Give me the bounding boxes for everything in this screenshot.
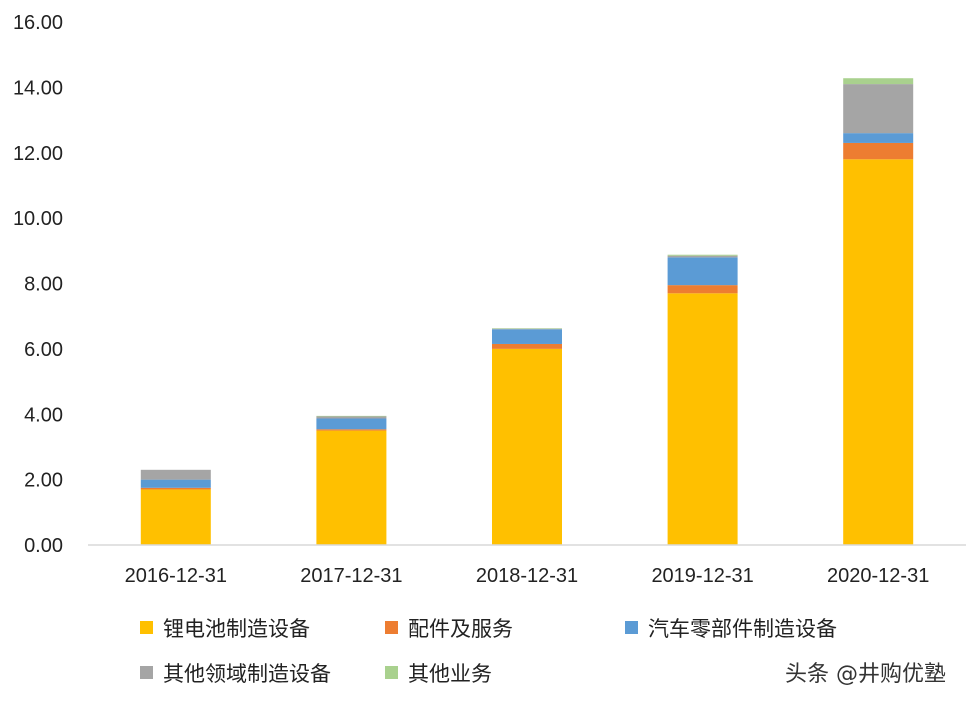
bar-segment-1-1 bbox=[316, 429, 387, 431]
bar-segment-2-0 bbox=[140, 479, 211, 488]
bar-segment-3-1 bbox=[316, 416, 387, 419]
legend-label: 汽车零部件制造设备 bbox=[648, 617, 837, 641]
bar-segment-1-3 bbox=[667, 285, 738, 294]
bar-segment-3-4 bbox=[843, 84, 914, 134]
legend-label: 其他业务 bbox=[408, 662, 492, 686]
y-tick-label: 2.00 bbox=[24, 470, 63, 492]
legend-swatch bbox=[140, 666, 153, 679]
bar-segment-3-0 bbox=[140, 469, 211, 480]
y-tick-label: 0.00 bbox=[24, 535, 63, 557]
legend-label: 其他领域制造设备 bbox=[163, 662, 331, 686]
x-tick-label: 2016-12-31 bbox=[125, 565, 227, 587]
y-tick-label: 12.00 bbox=[13, 143, 63, 165]
bar-segment-3-2 bbox=[492, 328, 562, 330]
legend-swatch bbox=[385, 621, 398, 634]
y-tick-label: 10.00 bbox=[13, 208, 63, 230]
bar-segment-0-4 bbox=[843, 159, 914, 545]
x-axis: 2016-12-31 2017-12-31 2018-12-31 2019-12-31… bbox=[125, 565, 930, 587]
x-tick-label: 2019-12-31 bbox=[651, 565, 753, 587]
y-tick-label: 14.00 bbox=[13, 77, 63, 99]
bar-segment-1-0 bbox=[140, 487, 211, 490]
y-tick-label: 8.00 bbox=[24, 274, 63, 296]
bar-segment-4-1 bbox=[316, 415, 387, 417]
bar-area bbox=[140, 78, 914, 545]
y-tick-label: 6.00 bbox=[24, 339, 63, 361]
bar-segment-2-4 bbox=[843, 133, 914, 143]
x-tick-label: 2018-12-31 bbox=[476, 565, 578, 587]
legend-swatch bbox=[625, 621, 638, 634]
legend-label: 锂电池制造设备 bbox=[163, 617, 310, 641]
bar-segment-1-4 bbox=[843, 142, 914, 160]
bar-segment-3-3 bbox=[667, 255, 738, 258]
y-axis: 0.00 2.00 4.00 6.00 8.00 10.00 12.00 14.00 16.00 bbox=[13, 12, 63, 557]
watermark: 头条 @井购优塾 bbox=[785, 662, 946, 687]
bar-segment-4-4 bbox=[843, 78, 914, 85]
legend-swatch bbox=[140, 621, 153, 634]
x-tick-label: 2020-12-31 bbox=[827, 565, 929, 587]
x-tick-label: 2017-12-31 bbox=[300, 565, 402, 587]
bar-segment-4-3 bbox=[667, 254, 738, 256]
legend-swatch bbox=[385, 666, 398, 679]
y-tick-label: 16.00 bbox=[13, 12, 63, 34]
bar-segment-2-2 bbox=[492, 329, 562, 344]
y-tick-label: 4.00 bbox=[24, 404, 63, 426]
bar-segment-0-3 bbox=[667, 293, 738, 545]
bar-segment-0-2 bbox=[492, 348, 562, 545]
bar-segment-2-1 bbox=[316, 418, 387, 430]
bar-segment-4-2 bbox=[492, 328, 562, 329]
bar-segment-0-1 bbox=[316, 430, 387, 545]
bar-segment-2-3 bbox=[667, 257, 738, 286]
bar-segment-0-0 bbox=[140, 489, 211, 545]
legend-label: 配件及服务 bbox=[408, 617, 513, 641]
bar-segment-1-2 bbox=[492, 343, 562, 349]
